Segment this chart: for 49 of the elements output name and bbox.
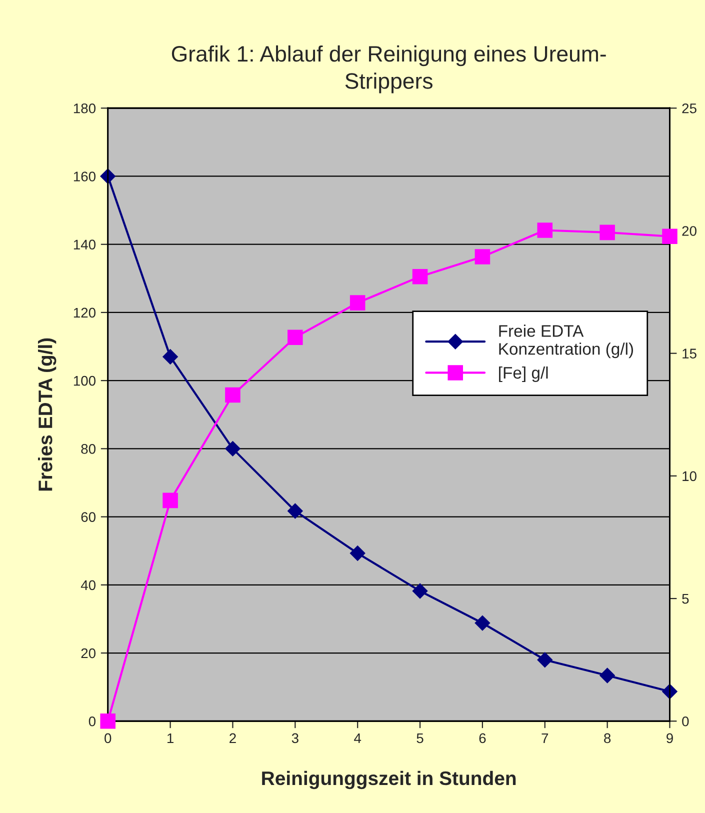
point <box>162 492 178 508</box>
point <box>412 268 428 284</box>
point <box>350 295 366 310</box>
point <box>600 224 615 240</box>
point <box>225 387 240 403</box>
y2-tick-label: 5 <box>682 594 689 604</box>
point <box>600 668 615 684</box>
x-tick-label: 6 <box>479 733 486 744</box>
point <box>412 583 428 599</box>
x-tick-label: 7 <box>542 733 548 743</box>
y-tick-label: 180 <box>74 103 96 114</box>
y-tick-label: 160 <box>74 172 96 182</box>
point <box>288 503 303 519</box>
legend-label: [Fe] g/l <box>499 366 548 382</box>
point <box>350 546 366 561</box>
y-tick-label: 80 <box>81 444 96 454</box>
x-tick-label: 4 <box>354 733 362 743</box>
y-axis-title: Freies EDTA (g/l) <box>38 338 56 491</box>
y-tick-label: 100 <box>74 376 96 386</box>
y2-tick-label: 20 <box>682 226 696 236</box>
y-tick-label: 120 <box>74 308 96 318</box>
x-axis-title: Reinigunggszeit in Stunden <box>262 770 516 790</box>
point <box>162 349 178 364</box>
y-tick-label: 40 <box>80 580 96 590</box>
x-tick-label: 1 <box>167 733 174 743</box>
y2-tick-label: 15 <box>682 348 696 358</box>
chart-title: Grafik 1: Ablauf der Reinigung eines Ureum- Strippers <box>172 45 606 94</box>
y-tick-label: 60 <box>81 512 96 522</box>
point <box>537 222 553 238</box>
x-tick-label: 8 <box>604 733 611 744</box>
point <box>225 441 240 456</box>
point <box>537 652 552 668</box>
point <box>100 713 116 729</box>
x-tick-label: 3 <box>292 733 298 744</box>
legend-label: Freie EDTA Konzentration (g/l) <box>499 324 634 358</box>
y-tick-label: 20 <box>81 648 96 658</box>
x-tick-label: 9 <box>666 733 673 744</box>
x-tick-label: 5 <box>416 733 424 744</box>
y2-tick-label: 25 <box>682 103 696 114</box>
y-tick-label: 0 <box>88 716 96 726</box>
x-tick-label: 2 <box>230 733 236 743</box>
point <box>662 228 678 244</box>
y-tick-label: 140 <box>74 240 96 250</box>
point <box>288 330 303 346</box>
y2-tick-label: 0 <box>682 716 689 726</box>
x-tick-label: 0 <box>104 733 112 744</box>
point <box>474 249 490 264</box>
point <box>474 615 490 631</box>
y2-tick-label: 10 <box>682 471 696 482</box>
